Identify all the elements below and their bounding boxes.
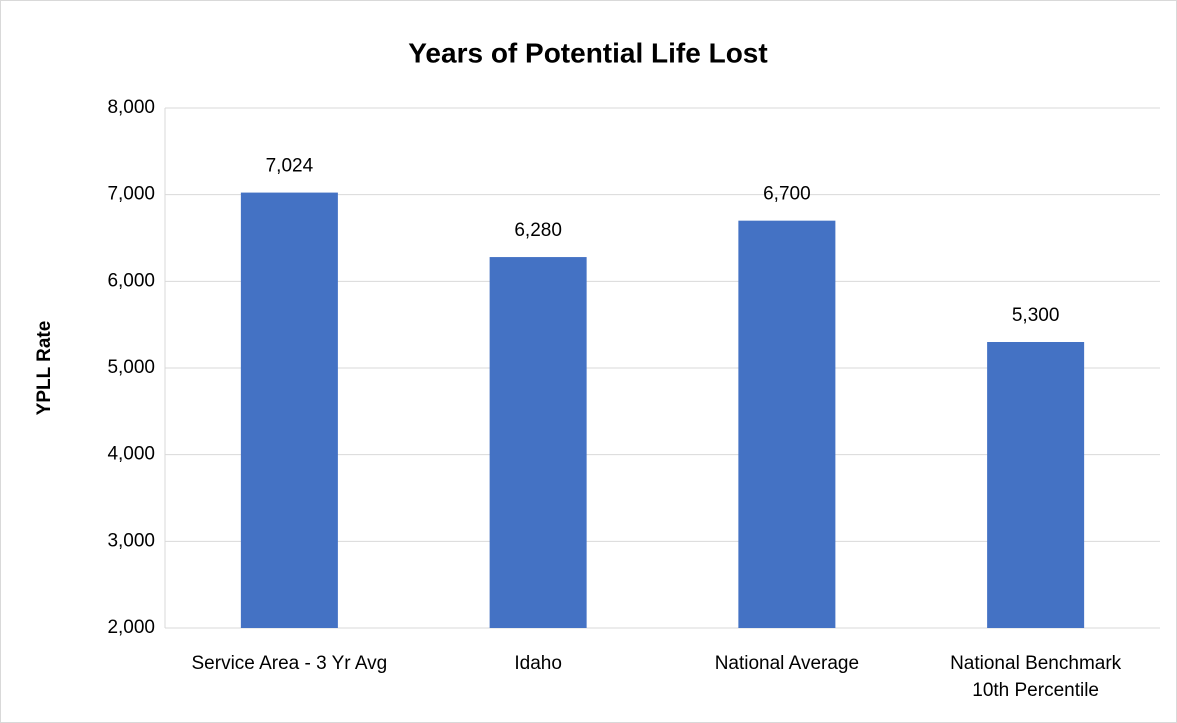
x-tick-label: National Average xyxy=(714,653,860,674)
x-tick-label: Service Area - 3 Yr Avg xyxy=(191,653,388,674)
y-axis-label: YPLL Rate xyxy=(34,321,55,416)
y-tick-label: 8,000 xyxy=(107,97,155,118)
bar xyxy=(987,342,1085,628)
bar xyxy=(240,192,338,628)
bar xyxy=(738,220,836,628)
y-tick-label: 4,000 xyxy=(107,444,155,465)
data-label: 6,700 xyxy=(763,184,811,205)
y-tick-label: 5,000 xyxy=(107,357,155,378)
y-tick-label: 7,000 xyxy=(107,184,155,205)
x-tick-label: National Benchmark 10th Percentile xyxy=(950,653,1122,701)
y-tick-label: 3,000 xyxy=(107,530,155,551)
chart-title: Years of Potential Life Lost xyxy=(408,37,767,68)
data-label: 5,300 xyxy=(1012,305,1060,326)
data-label: 7,024 xyxy=(266,156,314,177)
x-tick-label: Idaho xyxy=(514,653,562,674)
data-label: 6,280 xyxy=(514,220,562,241)
y-tick-label: 2,000 xyxy=(107,617,155,638)
y-tick-label: 6,000 xyxy=(107,270,155,291)
bar xyxy=(489,257,587,628)
